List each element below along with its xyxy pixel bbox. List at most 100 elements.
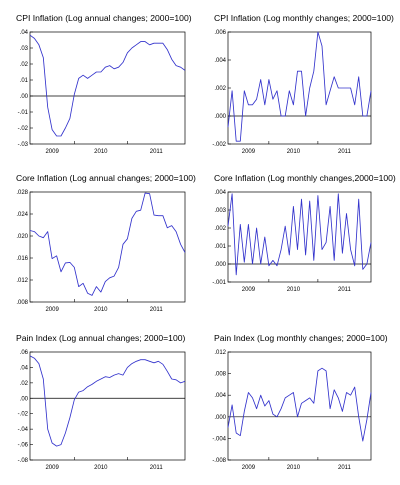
data-point: [180, 382, 181, 383]
data-point: [309, 397, 310, 398]
data-point: [305, 115, 306, 116]
panel-title: Core Inflation (Log monthly changes,2000…: [214, 173, 396, 183]
x-tick-label: 2011: [338, 149, 352, 155]
data-point: [145, 41, 146, 42]
data-point: [350, 395, 351, 396]
data-point: [131, 218, 132, 219]
data-point: [136, 44, 137, 45]
data-point: [342, 253, 343, 254]
data-point: [293, 206, 294, 207]
data-point: [69, 118, 70, 119]
data-point: [65, 432, 66, 433]
data-point: [118, 267, 119, 268]
data-point: [334, 260, 335, 261]
data-point: [342, 87, 343, 88]
data-point: [244, 262, 245, 263]
data-point: [297, 416, 298, 417]
data-point: [244, 411, 245, 412]
data-point: [127, 52, 128, 53]
data-point: [317, 195, 318, 196]
data-point: [334, 389, 335, 390]
data-point: [244, 90, 245, 91]
data-point: [114, 276, 115, 277]
panel-title: Core Inflation (Log annual changes; 2000…: [16, 173, 196, 183]
data-point: [338, 397, 339, 398]
data-point: [43, 57, 44, 58]
data-point: [354, 265, 355, 266]
y-tick-label: .03: [20, 46, 29, 52]
data-point: [136, 211, 137, 212]
data-point: [145, 359, 146, 360]
data-point: [43, 237, 44, 238]
data-point: [34, 38, 35, 39]
y-tick-label: .004: [214, 190, 226, 196]
data-point: [370, 90, 371, 91]
data-point: [83, 75, 84, 76]
data-point: [256, 99, 257, 100]
y-tick-label: -.02: [18, 126, 29, 132]
data-point: [309, 200, 310, 201]
data-point: [171, 378, 172, 379]
data-point: [69, 417, 70, 418]
panel-5: Pain Index (Log annual changes; 2000=100…: [16, 333, 186, 471]
data-point: [52, 258, 53, 259]
panel-title: Pain Index (Log annual changes; 2000=100…: [16, 333, 186, 343]
data-point: [248, 224, 249, 225]
data-point: [231, 193, 232, 194]
y-tick-label: .001: [214, 244, 226, 250]
data-point: [74, 399, 75, 400]
data-point: [313, 260, 314, 261]
y-tick-label: .01: [20, 78, 29, 84]
data-point: [264, 104, 265, 105]
plot-frame: [227, 351, 372, 461]
data-point: [276, 90, 277, 91]
y-tick-label: -.002: [212, 142, 226, 148]
data-point: [100, 378, 101, 379]
data-point: [362, 115, 363, 116]
y-tick-label: -.03: [18, 142, 29, 148]
y-tick-label: -.008: [212, 458, 226, 464]
data-point: [330, 206, 331, 207]
data-point: [87, 386, 88, 387]
data-point: [268, 79, 269, 80]
data-point: [131, 47, 132, 48]
data-point: [309, 87, 310, 88]
data-point: [83, 283, 84, 284]
y-tick-label: .06: [20, 350, 29, 356]
data-point: [91, 384, 92, 385]
data-point: [56, 135, 57, 136]
data-point: [350, 87, 351, 88]
data-point: [293, 104, 294, 105]
data-point: [158, 361, 159, 362]
data-point: [256, 227, 257, 228]
data-point: [346, 87, 347, 88]
y-tick-label: .000: [214, 114, 226, 120]
y-tick-label: -.004: [212, 436, 226, 442]
data-point: [321, 249, 322, 250]
data-point: [289, 254, 290, 255]
panel-2: CPI Inflation (Log monthly changes; 2000…: [212, 13, 394, 155]
data-point: [158, 215, 159, 216]
data-point: [109, 65, 110, 66]
data-point: [330, 408, 331, 409]
data-point: [60, 135, 61, 136]
data-point: [162, 43, 163, 44]
data-point: [346, 213, 347, 214]
data-point: [96, 71, 97, 72]
data-point: [109, 277, 110, 278]
data-point: [289, 90, 290, 91]
data-point: [65, 262, 66, 263]
plot-frame: [227, 191, 372, 283]
data-point: [366, 419, 367, 420]
x-tick-label: 2010: [287, 149, 301, 155]
y-tick-label: .00: [20, 396, 29, 402]
series-line: [29, 34, 186, 137]
data-point: [131, 363, 132, 364]
y-tick-label: -.01: [18, 110, 29, 116]
data-point: [240, 224, 241, 225]
y-tick-label: -.04: [18, 427, 29, 433]
data-point: [153, 43, 154, 44]
data-point: [87, 293, 88, 294]
data-point: [29, 230, 30, 231]
series-line: [29, 355, 186, 447]
